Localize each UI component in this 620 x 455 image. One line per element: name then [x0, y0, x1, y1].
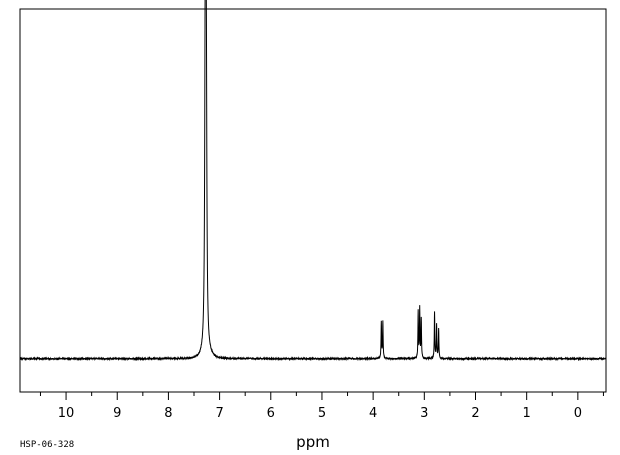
x-tick-label: 7	[215, 406, 223, 421]
x-tick-label: 1	[523, 406, 531, 421]
x-major-ticks	[65, 392, 579, 400]
x-minor-ticks	[39, 392, 604, 396]
spectrum-line	[19, 0, 607, 362]
x-tick-label: 10	[58, 406, 75, 421]
x-tick-label: 2	[471, 406, 479, 421]
x-tick-label: 5	[318, 406, 326, 421]
x-tick-label: 9	[113, 406, 121, 421]
x-tick-label: 8	[164, 406, 172, 421]
x-tick-labels: 10 9 8 7 6 5 4 3 2 1 0	[58, 406, 582, 421]
x-tick-label: 0	[574, 406, 582, 421]
x-axis-label: ppm	[296, 433, 330, 451]
x-tick-label: 3	[420, 406, 428, 421]
x-tick-label: 6	[267, 406, 275, 421]
spectrum-code-label: HSP-06-328	[20, 440, 74, 450]
x-tick-label: 4	[369, 406, 377, 421]
plot-frame	[19, 8, 607, 393]
